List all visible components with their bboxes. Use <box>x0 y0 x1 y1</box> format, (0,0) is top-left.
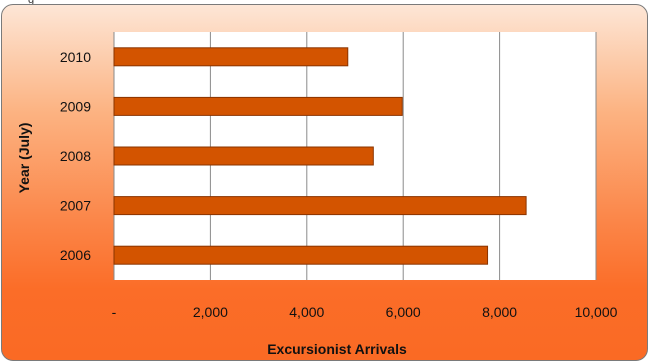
x-tick-labels: - 2,000 4,000 6,000 8,000 10,000 <box>112 304 618 320</box>
x-axis-title: Excursionist Arrivals <box>267 341 407 357</box>
y-tick-labels: 2010 2009 2008 2007 2006 <box>60 49 91 263</box>
y-tick-label: 2007 <box>60 198 91 214</box>
y-tick-label: 2006 <box>60 247 91 263</box>
x-tick-label: 4,000 <box>289 304 324 320</box>
bar-2010 <box>113 47 349 67</box>
top-text-fragment: g <box>28 0 35 6</box>
x-tick-label: 2,000 <box>193 304 228 320</box>
x-tick-label: - <box>112 304 117 320</box>
y-axis-title: Year (July) <box>16 123 32 194</box>
x-tick-label: 8,000 <box>482 304 517 320</box>
x-tick-label: 10,000 <box>575 304 618 320</box>
bar-chart: 2010 2009 2008 2007 2006 - 2,000 4,000 6,000 8,0… <box>16 32 618 357</box>
bar-2008 <box>113 146 374 166</box>
y-tick-label: 2010 <box>60 49 91 65</box>
x-tick-label: 6,000 <box>386 304 421 320</box>
bar-2007 <box>113 196 527 216</box>
y-tick-label: 2009 <box>60 98 91 114</box>
bar-2009 <box>113 96 403 116</box>
bar-2006 <box>113 245 489 265</box>
chart-frame: 2010 2009 2008 2007 2006 - 2,000 4,000 6,000 8,0… <box>1 4 648 361</box>
y-tick-label: 2008 <box>60 148 91 164</box>
bars-group <box>113 47 527 265</box>
